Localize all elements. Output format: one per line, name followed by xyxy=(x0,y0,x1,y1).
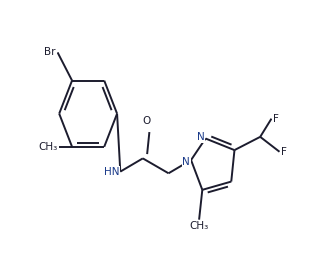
Text: CH₃: CH₃ xyxy=(38,142,57,152)
Text: N: N xyxy=(197,132,205,142)
Text: F: F xyxy=(273,114,279,124)
Text: F: F xyxy=(281,147,287,157)
Text: Br: Br xyxy=(44,47,56,57)
Text: HN: HN xyxy=(104,167,119,177)
Text: O: O xyxy=(142,116,150,125)
Text: N: N xyxy=(182,157,190,167)
Text: CH₃: CH₃ xyxy=(190,221,209,231)
